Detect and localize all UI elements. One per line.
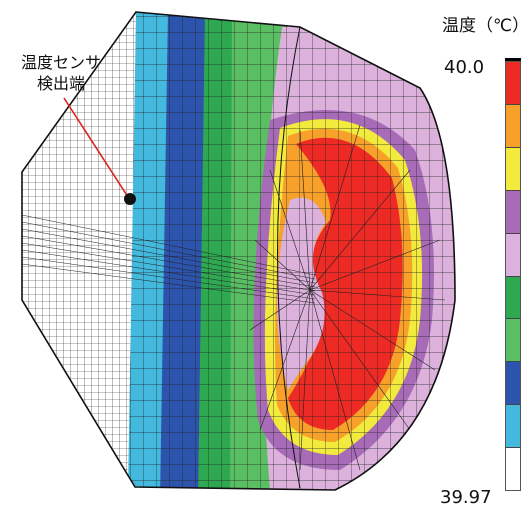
colorbar-band-7 <box>506 361 520 405</box>
body-outline <box>21 11 456 491</box>
colorbar-band-8 <box>506 404 520 448</box>
radial-mesh-lines <box>249 124 446 471</box>
colorbar-band-5 <box>506 275 520 319</box>
sensor-pointer-line <box>63 97 129 198</box>
colorbar-max-label: 40.0 <box>444 57 485 78</box>
legend-title: 温度（℃） <box>442 16 526 36</box>
colorbar-band-6 <box>506 318 520 362</box>
colorbar-max-tick <box>505 58 521 62</box>
sensor-annotation-line1: 温度センサ <box>20 53 101 72</box>
section-edge <box>277 26 301 489</box>
colorbar-band-0 <box>506 62 520 104</box>
colorbar-band-4 <box>506 232 520 276</box>
colorbar-min-label: 39.97 <box>440 487 492 508</box>
sensor-annotation: 温度センサ 検出端 <box>0 52 122 94</box>
colorbar-band-1 <box>506 103 520 147</box>
colorbar-band-2 <box>506 146 520 190</box>
colorbar-band-3 <box>506 189 520 233</box>
colorbar-band-9 <box>506 447 520 491</box>
colorbar <box>505 61 521 491</box>
sensor-annotation-line2: 検出端 <box>36 74 85 93</box>
axis-band-lines <box>22 214 316 304</box>
sensor-marker <box>124 193 136 205</box>
